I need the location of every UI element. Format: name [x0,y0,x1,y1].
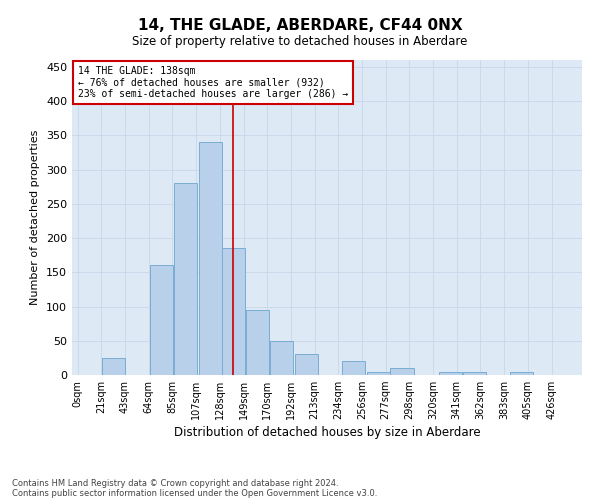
Bar [342,362,365,375]
Text: 14, THE GLADE, ABERDARE, CF44 0NX: 14, THE GLADE, ABERDARE, CF44 0NX [137,18,463,32]
Bar [101,358,125,375]
Bar [391,368,413,375]
Bar [150,266,173,375]
Bar [510,372,533,375]
Bar [199,142,222,375]
Text: Contains HM Land Registry data © Crown copyright and database right 2024.
Contai: Contains HM Land Registry data © Crown c… [12,478,377,498]
Y-axis label: Number of detached properties: Number of detached properties [31,130,40,305]
Bar [295,354,317,375]
X-axis label: Distribution of detached houses by size in Aberdare: Distribution of detached houses by size … [173,426,481,440]
Bar [270,341,293,375]
Bar [463,372,486,375]
Bar [246,310,269,375]
Bar [367,372,390,375]
Text: Size of property relative to detached houses in Aberdare: Size of property relative to detached ho… [133,35,467,48]
Bar [439,372,462,375]
Bar [174,184,197,375]
Text: 14 THE GLADE: 138sqm
← 76% of detached houses are smaller (932)
23% of semi-deta: 14 THE GLADE: 138sqm ← 76% of detached h… [77,66,348,99]
Bar [223,248,245,375]
